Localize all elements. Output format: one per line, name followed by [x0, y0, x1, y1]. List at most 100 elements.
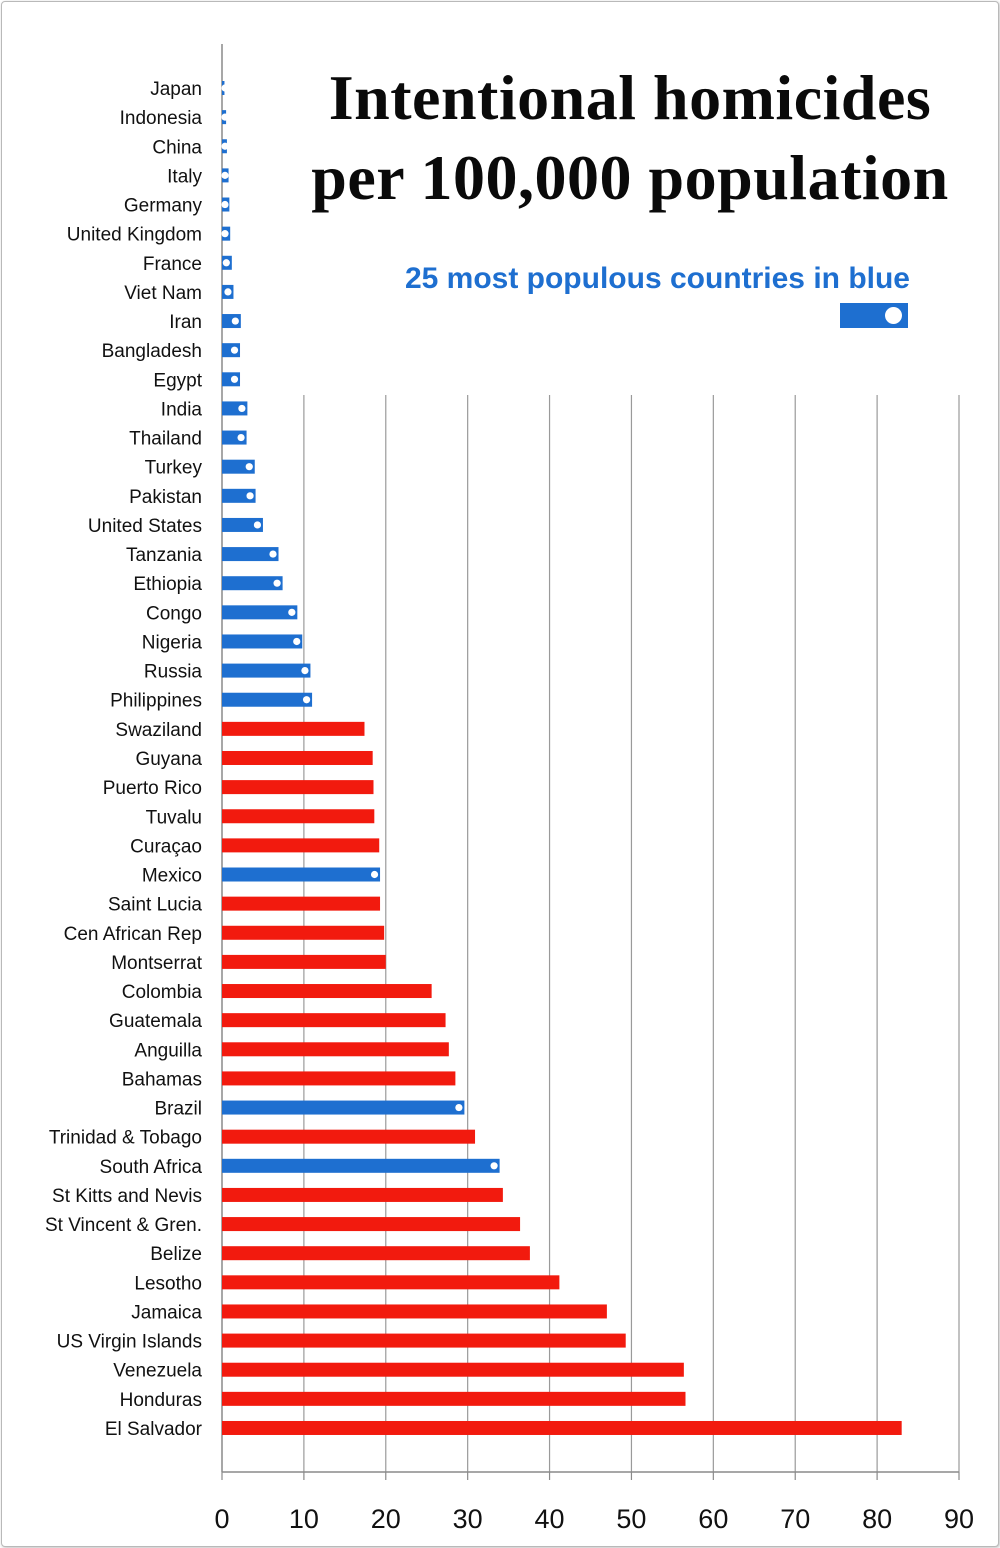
bar [222, 1275, 560, 1290]
bar-marker [455, 1103, 463, 1112]
bar [222, 984, 432, 999]
category-label: Swaziland [115, 720, 202, 741]
bar-marker [253, 521, 262, 529]
x-tick-label: 40 [535, 1504, 565, 1534]
category-label: Russia [144, 662, 203, 683]
category-label: Mexico [142, 866, 202, 887]
x-tick-label: 70 [780, 1504, 810, 1534]
bar-marker [288, 608, 296, 616]
bar [222, 1217, 521, 1232]
bar [222, 1187, 503, 1202]
bar [222, 1304, 607, 1319]
bar [222, 1246, 530, 1261]
bar [222, 1158, 500, 1173]
category-label: South Africa [100, 1157, 203, 1178]
category-label: Ethiopia [133, 574, 202, 595]
category-label: Curaçao [130, 836, 202, 857]
x-tick-label: 30 [453, 1504, 483, 1534]
category-label: Montserrat [111, 953, 203, 974]
category-label: Germany [124, 196, 203, 217]
category-label: Turkey [145, 458, 203, 479]
category-label: Viet Nam [124, 283, 202, 304]
bar-marker [221, 142, 229, 150]
category-label: St Vincent & Gren. [45, 1215, 202, 1236]
bar [222, 1071, 456, 1086]
bar-marker [293, 637, 301, 646]
category-label: St Kitts and Nevis [52, 1186, 202, 1207]
bar [222, 401, 248, 416]
category-label: Congo [146, 603, 202, 624]
bar-marker [301, 667, 309, 675]
category-label: France [143, 254, 202, 275]
category-label: China [152, 137, 202, 158]
category-label: Bangladesh [102, 341, 202, 362]
bar-marker [222, 259, 230, 267]
category-label: Belize [150, 1244, 202, 1265]
category-label: Philippines [110, 691, 202, 712]
bar [222, 867, 381, 882]
bar-marker [245, 463, 253, 471]
bar-marker [269, 550, 277, 558]
category-label: Japan [150, 79, 202, 100]
category-label: Trinidad & Tobago [49, 1128, 202, 1149]
category-label: Colombia [122, 982, 203, 1003]
category-label: Italy [167, 166, 202, 187]
bar-marker [238, 404, 246, 413]
bar [222, 634, 303, 649]
category-label: Bahamas [122, 1069, 202, 1090]
bar [222, 1129, 476, 1144]
bar [222, 1013, 446, 1028]
bar [222, 838, 380, 853]
bar-marker [221, 230, 229, 238]
category-label: Venezuela [113, 1361, 202, 1382]
category-label: Egypt [153, 370, 202, 391]
bar [222, 809, 375, 824]
bar-marker [221, 171, 229, 179]
bar [222, 1420, 902, 1435]
bar [222, 1333, 626, 1348]
x-tick-label: 20 [371, 1504, 401, 1534]
bar [222, 954, 386, 969]
category-label: Honduras [120, 1390, 202, 1411]
legend-swatch [840, 303, 908, 328]
bar-marker [302, 696, 311, 704]
category-label: Lesotho [134, 1273, 202, 1294]
bar-marker [490, 1162, 498, 1170]
category-label: India [161, 399, 203, 420]
category-label: Guyana [135, 749, 202, 770]
bar [222, 605, 298, 620]
bar [222, 896, 381, 911]
bar [222, 721, 365, 736]
category-label: Brazil [154, 1099, 202, 1120]
bar-marker [221, 200, 229, 209]
category-label: Jamaica [131, 1302, 202, 1323]
bar-marker [224, 288, 232, 296]
x-tick-label: 0 [214, 1504, 229, 1534]
bar-marker [273, 579, 281, 587]
bar [222, 1362, 684, 1377]
bar [222, 663, 311, 678]
x-tick-label: 10 [289, 1504, 319, 1534]
category-label: Indonesia [120, 108, 203, 129]
bar-marker [370, 870, 379, 879]
bar-marker [237, 433, 245, 442]
bar [222, 576, 283, 591]
category-label: Tanzania [126, 545, 202, 566]
category-label: Pakistan [129, 487, 202, 508]
bar-marker [231, 317, 239, 325]
x-tick-label: 80 [862, 1504, 892, 1534]
bar [222, 925, 385, 940]
category-label: US Virgin Islands [57, 1332, 202, 1353]
bar [222, 547, 279, 562]
bar [222, 1042, 449, 1057]
bar [222, 750, 373, 765]
bar-marker [221, 84, 229, 92]
x-tick-label: 90 [944, 1504, 974, 1534]
bar [222, 692, 313, 707]
chart-title: Intentional homicides per 100,000 popula… [280, 58, 980, 218]
category-label: Iran [169, 312, 202, 333]
category-label: Tuvalu [146, 807, 202, 828]
category-label: Anguilla [134, 1040, 202, 1061]
chart-title-line-2: per 100,000 population [311, 142, 949, 213]
